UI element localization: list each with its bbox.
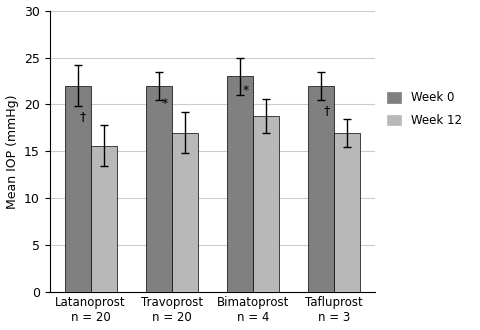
Text: *: * bbox=[242, 84, 248, 97]
Bar bbox=[145, 86, 171, 292]
Text: †: † bbox=[323, 104, 330, 117]
Bar bbox=[64, 86, 90, 292]
Bar bbox=[334, 133, 360, 292]
Bar bbox=[90, 146, 116, 292]
Bar bbox=[252, 116, 278, 292]
Y-axis label: Mean IOP (mmHg): Mean IOP (mmHg) bbox=[6, 94, 19, 209]
Bar bbox=[171, 133, 197, 292]
Bar bbox=[308, 86, 334, 292]
Legend: Week 0, Week 12: Week 0, Week 12 bbox=[380, 85, 467, 133]
Text: †: † bbox=[80, 110, 86, 123]
Bar bbox=[227, 76, 252, 292]
Text: *: * bbox=[161, 97, 167, 110]
